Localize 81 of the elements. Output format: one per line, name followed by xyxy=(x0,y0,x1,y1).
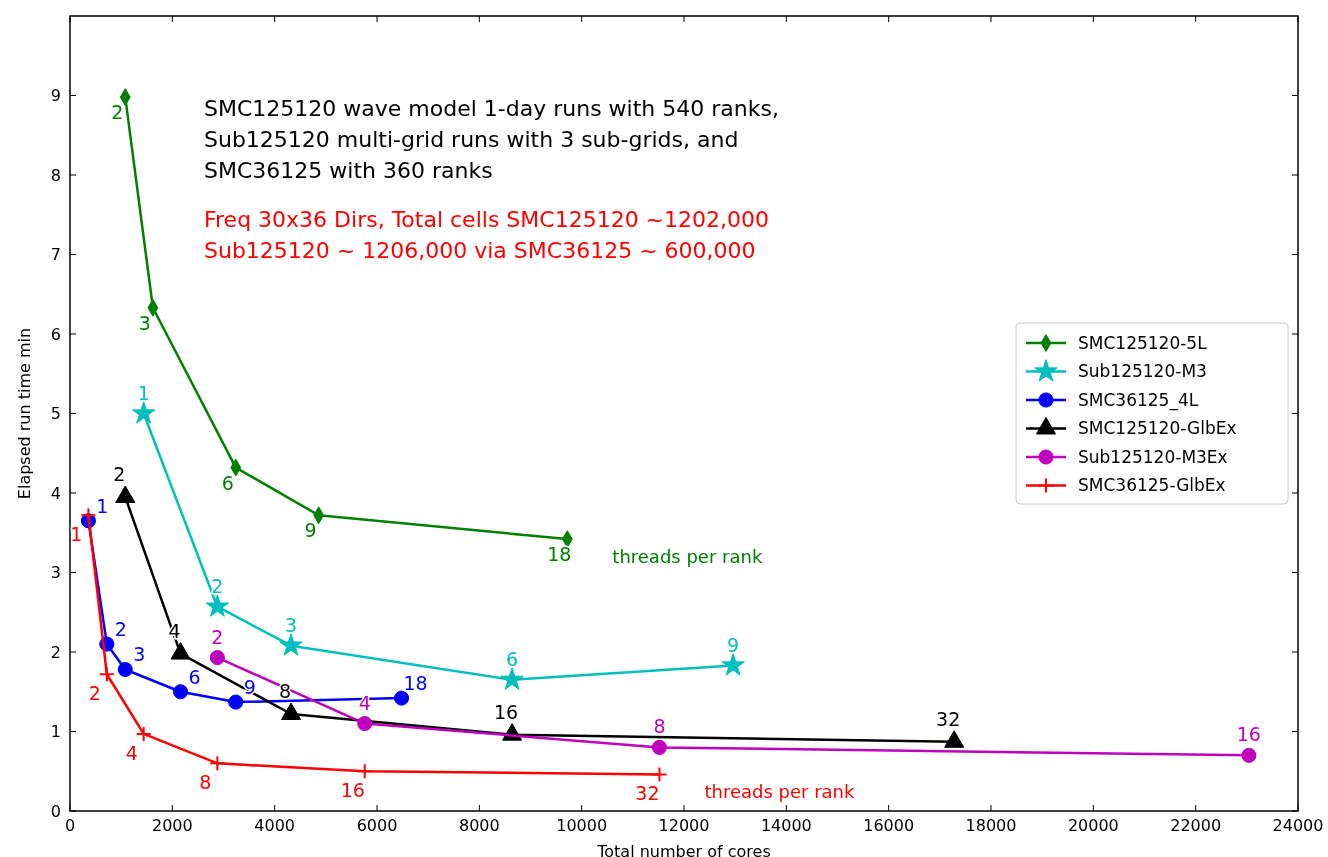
y-tick-label: 9 xyxy=(50,86,61,106)
y-tick-label: 6 xyxy=(50,324,61,344)
point xyxy=(651,766,668,783)
annotation: 1 xyxy=(137,381,150,404)
point xyxy=(131,401,156,424)
point xyxy=(205,594,230,617)
annotation: 2 xyxy=(113,462,126,485)
point xyxy=(209,650,225,666)
annotation: 2 xyxy=(211,625,224,648)
y-tick-label: 3 xyxy=(50,563,61,583)
point xyxy=(393,690,410,706)
point xyxy=(98,666,115,683)
point xyxy=(172,684,189,700)
annotation: 1 xyxy=(96,494,109,517)
annotation: 18 xyxy=(403,672,428,695)
annotation: 32 xyxy=(635,782,660,805)
annotation: 3 xyxy=(138,311,151,334)
point xyxy=(209,755,226,772)
annotation: 9 xyxy=(727,633,740,656)
annotation: 2 xyxy=(111,101,124,124)
x-tick-label: 6000 xyxy=(356,816,398,835)
annotation: 2 xyxy=(211,574,224,597)
annotation: 32 xyxy=(936,707,961,730)
point xyxy=(356,763,373,780)
point xyxy=(80,507,97,524)
x-tick-label: 14000 xyxy=(760,816,812,835)
legend-label: Sub125120-M3Ex xyxy=(1078,446,1228,467)
annotation: 18 xyxy=(547,543,572,566)
annotation: threads per rank xyxy=(612,546,763,568)
legend-label: SMC36125_4L xyxy=(1078,389,1199,411)
y-tick-label: 8 xyxy=(50,165,61,185)
annotation: 16 xyxy=(1236,723,1261,746)
annotation: 16 xyxy=(340,779,365,802)
annotation: 8 xyxy=(199,771,212,794)
point xyxy=(117,661,133,678)
text: SMC125120 wave model 1-day runs with 540 ranks, Sub125120 multi-grid runs with 3 sub-grids, and SMC36125 with 360 ranks xyxy=(204,96,779,183)
annotation: 3 xyxy=(284,613,298,636)
legend-label: SMC36125-GlbEx xyxy=(1078,475,1226,496)
annotation: 2 xyxy=(114,618,127,641)
annotation: threads per rank xyxy=(704,781,855,803)
x-tick-label: 24000 xyxy=(1272,816,1324,835)
y-tick-label: 2 xyxy=(50,642,61,662)
y-tick-label: 1 xyxy=(50,722,61,742)
legend-label: SMC125120-GlbEx xyxy=(1078,418,1237,439)
y-tick-label: 4 xyxy=(50,483,61,503)
point xyxy=(651,739,668,755)
point xyxy=(1241,747,1257,763)
annotation: 1 xyxy=(70,523,83,546)
point xyxy=(279,633,303,656)
y-tick-label: 7 xyxy=(50,245,61,265)
legend-label: Sub125120-M3 xyxy=(1078,361,1207,382)
x-tick-label: 22000 xyxy=(1170,816,1222,835)
point xyxy=(721,653,745,676)
y-tick-label: 5 xyxy=(50,404,61,424)
annotation: 2 xyxy=(88,682,101,705)
text: Freq 30x36 Dirs, Total cells SMC125120 ~1202,000 Sub125120 ~ 1206,000 via SMC36125 ~ 600,000 xyxy=(204,207,770,263)
point xyxy=(135,725,152,742)
x-tick-label: 8000 xyxy=(458,816,500,835)
x-tick-label: 0 xyxy=(64,816,76,835)
annotation: 9 xyxy=(304,519,317,542)
x-tick-label: 10000 xyxy=(556,816,608,835)
annotation: 3 xyxy=(133,643,146,666)
annotation: 6 xyxy=(188,665,201,688)
x-tick-label: 20000 xyxy=(1067,816,1119,835)
point xyxy=(357,716,373,732)
x-tick-label: 12000 xyxy=(658,816,710,835)
annotation: 8 xyxy=(653,715,666,738)
x-tick-label: 16000 xyxy=(863,816,915,835)
point xyxy=(228,694,244,710)
point xyxy=(500,667,524,690)
annotation: 6 xyxy=(506,647,519,670)
y-tick-label: 0 xyxy=(50,801,61,821)
annotation: 6 xyxy=(221,471,234,494)
x-tick-label: 18000 xyxy=(965,816,1017,835)
x-tick-label: 4000 xyxy=(254,816,296,835)
x-axis-title: Total number of cores xyxy=(596,842,771,857)
legend-label: SMC125120-5L xyxy=(1078,332,1208,353)
annotation: 16 xyxy=(493,700,519,723)
annotation: 4 xyxy=(125,741,138,764)
y-axis-title: Elapsed run time min xyxy=(15,327,34,500)
x-tick-label: 2000 xyxy=(151,816,193,835)
